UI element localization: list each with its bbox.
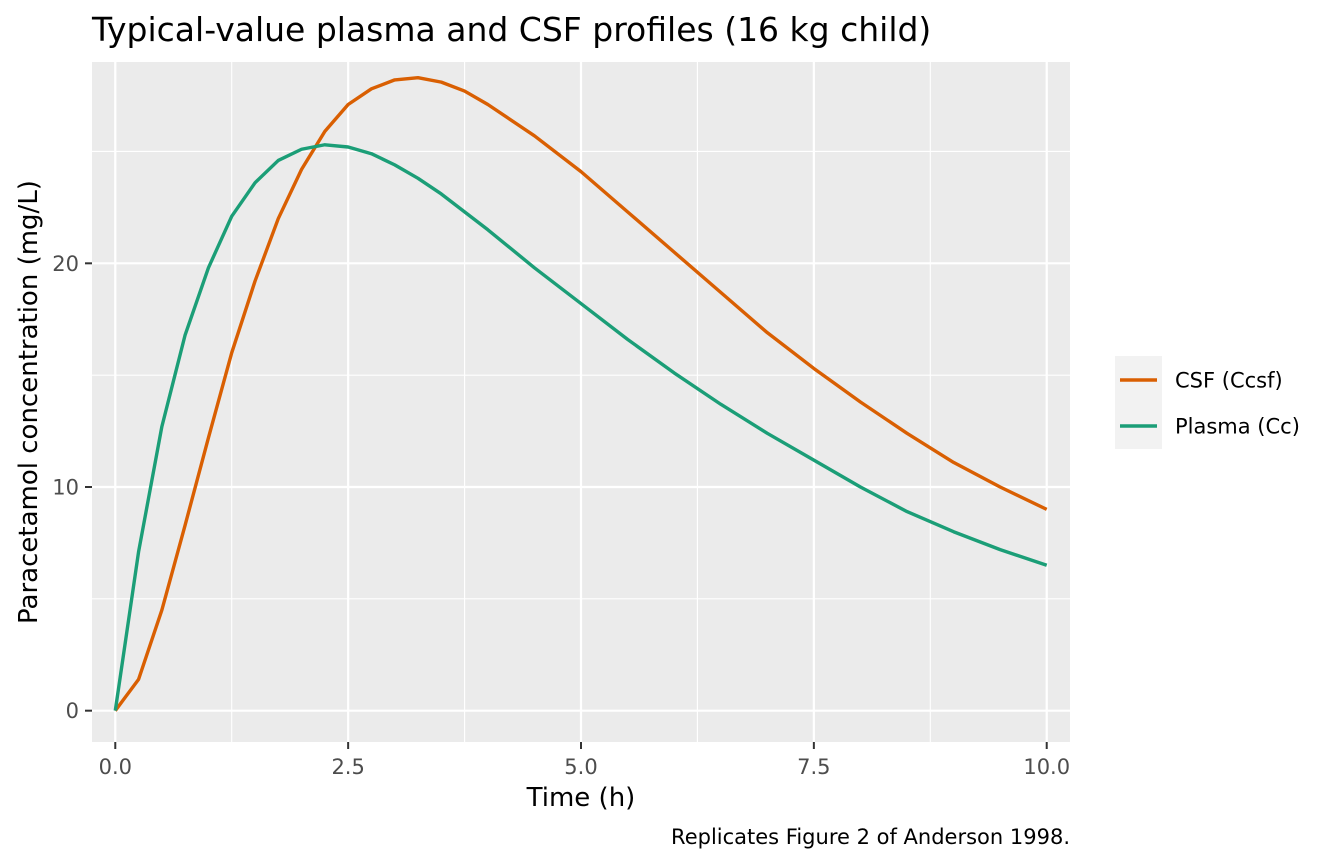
x-tick-label: 7.5 [797,755,830,779]
y-tick-label: 20 [52,252,79,276]
x-axis: 0.0 2.5 5.0 7.5 10.0 [99,742,1070,779]
y-tick-label: 10 [52,476,79,500]
chart-title: Typical-value plasma and CSF profiles (1… [91,10,931,49]
grid-major [92,62,1070,742]
y-axis: 0 10 20 [52,252,92,723]
legend-label-plasma-cc: Plasma (Cc) [1175,415,1300,439]
x-tick-label: 5.0 [564,755,597,779]
x-tick-label: 10.0 [1023,755,1070,779]
legend-label-csf-ccsf: CSF (Ccsf) [1175,369,1283,393]
x-tick-label: 0.0 [99,755,132,779]
series-line-csf-ccsf [113,75,1048,712]
chart-caption: Replicates Figure 2 of Anderson 1998. [671,825,1070,849]
x-axis-title: Time (h) [526,783,636,813]
series-line-plasma-cc [113,143,1048,711]
y-axis-title: Paracetamol concentration (mg/L) [14,180,44,624]
y-tick-label: 0 [66,699,79,723]
series-lines [113,75,1048,712]
x-tick-label: 2.5 [331,755,364,779]
legend: CSF (Ccsf) Plasma (Cc) [1115,356,1300,449]
legend-background [1115,356,1162,449]
